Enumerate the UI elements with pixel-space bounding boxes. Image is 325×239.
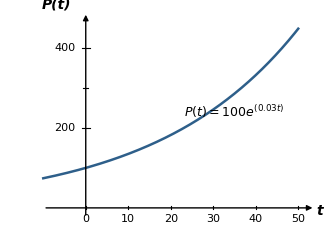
Text: $P(t) = 100e^{(0.03t)}$: $P(t) = 100e^{(0.03t)}$ [184, 103, 284, 120]
Text: P(t): P(t) [41, 0, 71, 11]
Text: 0: 0 [82, 214, 89, 224]
Text: t: t [317, 204, 323, 218]
Text: 50: 50 [291, 214, 305, 224]
Text: 10: 10 [121, 214, 135, 224]
Text: 30: 30 [206, 214, 220, 224]
Text: 40: 40 [249, 214, 263, 224]
Text: 20: 20 [164, 214, 178, 224]
Text: 200: 200 [54, 123, 75, 133]
Text: 400: 400 [54, 43, 75, 53]
